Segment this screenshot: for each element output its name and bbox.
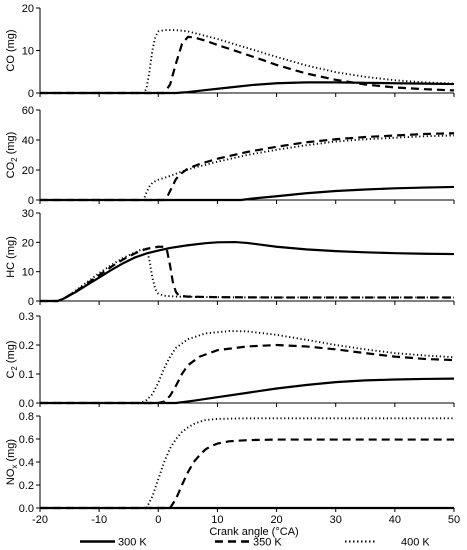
series-line-dotted [40,29,455,94]
panel-2: 0 20 40 60 CO2 (mg) [5,105,455,207]
series-line-dashed [40,438,454,510]
x-tick-label: -20 [32,514,48,526]
y-tick-label: 10 [22,267,34,279]
y-axis-label: CO2 (mg) [5,132,19,179]
y-tick-label: 0.1 [19,369,34,381]
series-line-dashed [40,343,455,405]
y-tick-label: 0 [28,88,34,100]
y-tick-label: 0.0 [19,398,34,410]
y-axis-label: C2 (mg) [5,340,19,378]
x-tick-label: 10 [211,514,223,526]
series-line-dashed [40,35,455,95]
y-tick-label: 0.2 [19,340,34,352]
x-axis-title: Crank angle (°CA) [209,526,298,538]
series-line-solid [40,81,455,95]
legend-label-350k: 350 K [253,537,282,549]
x-tick-label: 40 [389,514,401,526]
panel-3: 0 10 20 30 HC (mg) [5,208,455,308]
y-tick-label: 0 [28,195,34,207]
panel-4: 0.0 0.1 0.2 0.3 C2 (mg) [5,311,455,410]
x-tick-label: 30 [330,514,342,526]
y-tick-label: 30 [22,208,34,220]
series-line-solid [40,240,455,303]
series-line-dotted [40,134,455,201]
y-tick-label: 0.2 [19,480,34,492]
legend-label-300k: 300 K [118,537,147,549]
y-axis-label: HC (mg) [5,236,17,278]
chart-panels: 0 10 20 CO (mg) 0 20 40 60 CO2 (mg) 0 10 20 30 HC (mg… [5,3,460,526]
y-tick-label: 60 [22,105,34,117]
y-tick-label: 0.3 [19,311,34,323]
y-tick-label: 20 [22,237,34,249]
y-tick-label: 0.4 [19,457,34,469]
series-line-solid [40,185,455,202]
legend-label-400k: 400 K [401,537,430,549]
series-line-dotted [40,330,455,404]
y-tick-label: 10 [22,46,34,58]
x-tick-label: 0 [155,514,161,526]
y-tick-label: 0.0 [19,503,34,515]
x-tick-label: -10 [91,514,107,526]
x-tick-label: 50 [448,514,460,526]
series-line-solid [40,377,455,405]
y-tick-label: 20 [22,165,34,177]
x-tick-label: 20 [270,514,282,526]
panel-1: 0 10 20 CO (mg) [5,3,455,100]
y-tick-label: 0 [28,296,34,308]
y-tick-label: 20 [22,3,34,15]
panel-5: 0.0 0.2 0.4 0.6 0.8 NOx (mg) [5,411,455,515]
series-line-dotted [40,417,454,509]
legend: 300 K 350 K 400 K [80,537,430,549]
series-line-dashed [40,132,455,202]
y-tick-label: 0.6 [19,434,34,446]
y-axis-label: NOx (mg) [5,439,19,485]
y-tick-label: 40 [22,135,34,147]
series-line-dashed [40,245,454,303]
series-line-dotted [40,247,454,302]
y-axis-label: CO (mg) [5,29,17,71]
y-tick-label: 0.8 [19,411,34,423]
